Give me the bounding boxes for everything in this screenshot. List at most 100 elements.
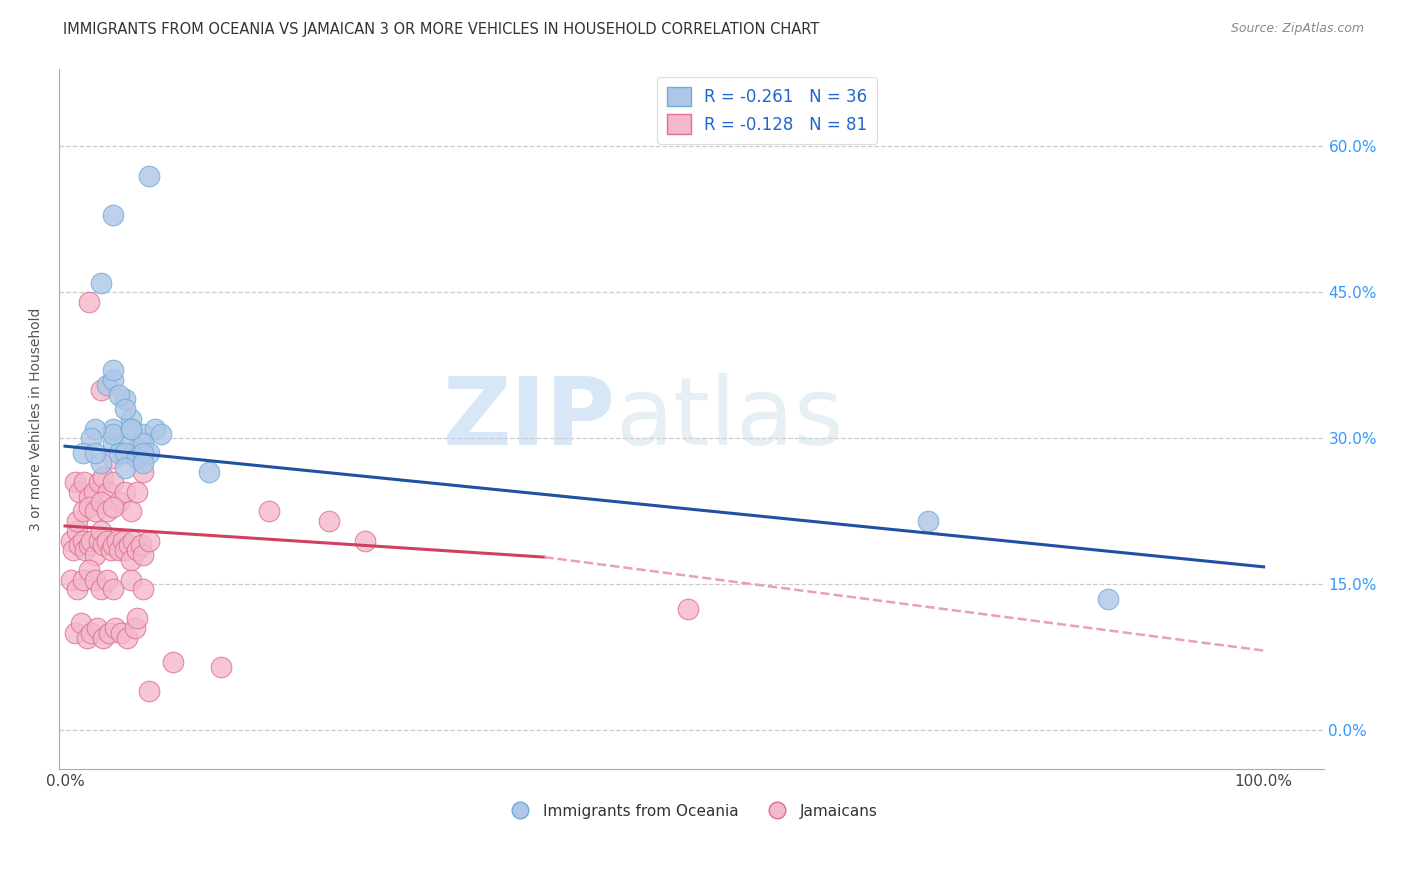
Point: [62, 543, 84, 558]
Point: [138, 684, 160, 698]
Point: [108, 446, 131, 460]
Point: [83, 484, 105, 499]
Point: [77, 563, 100, 577]
Point: [114, 446, 136, 460]
Y-axis label: 3 or more Vehicles in Household: 3 or more Vehicles in Household: [30, 307, 44, 531]
Point: [73, 475, 96, 490]
Point: [80, 533, 103, 548]
Point: [90, 276, 112, 290]
Point: [209, 660, 232, 674]
Point: [72, 504, 94, 518]
Point: [122, 533, 145, 548]
Point: [138, 169, 160, 183]
Point: [101, 422, 124, 436]
Point: [105, 533, 128, 548]
Point: [84, 504, 107, 518]
Text: IMMIGRANTS FROM OCEANIA VS JAMAICAN 3 OR MORE VEHICLES IN HOUSEHOLD CORRELATION : IMMIGRANTS FROM OCEANIA VS JAMAICAN 3 OR…: [63, 22, 820, 37]
Point: [76, 631, 98, 645]
Point: [114, 392, 136, 407]
Point: [120, 553, 142, 567]
Point: [97, 484, 120, 499]
Point: [66, 582, 89, 597]
Point: [1097, 591, 1119, 606]
Point: [69, 616, 91, 631]
Text: atlas: atlas: [616, 373, 844, 465]
Point: [86, 621, 108, 635]
Point: [93, 538, 115, 552]
Point: [66, 514, 89, 528]
Point: [120, 412, 142, 426]
Point: [138, 533, 160, 548]
Point: [257, 504, 280, 518]
Point: [132, 436, 155, 450]
Point: [114, 460, 136, 475]
Point: [96, 504, 118, 518]
Point: [125, 484, 148, 499]
Point: [84, 446, 107, 460]
Point: [101, 207, 124, 221]
Point: [353, 533, 375, 548]
Point: [77, 490, 100, 504]
Point: [114, 446, 136, 460]
Point: [75, 543, 97, 558]
Point: [96, 533, 118, 548]
Point: [63, 475, 86, 490]
Point: [72, 573, 94, 587]
Point: [120, 422, 142, 436]
Point: [90, 383, 112, 397]
Point: [84, 422, 107, 436]
Point: [143, 422, 166, 436]
Point: [111, 533, 134, 548]
Point: [101, 475, 124, 490]
Text: ZIP: ZIP: [443, 373, 616, 465]
Point: [72, 533, 94, 548]
Point: [132, 446, 155, 460]
Point: [101, 500, 124, 514]
Point: [100, 543, 122, 558]
Point: [87, 533, 110, 548]
Point: [114, 543, 136, 558]
Point: [108, 387, 131, 401]
Point: [101, 582, 124, 597]
Point: [104, 621, 127, 635]
Point: [162, 655, 184, 669]
Point: [87, 475, 110, 490]
Point: [96, 377, 118, 392]
Point: [678, 601, 700, 615]
Point: [114, 436, 136, 450]
Point: [90, 582, 112, 597]
Point: [67, 484, 90, 499]
Legend: Immigrants from Oceania, Jamaicans: Immigrants from Oceania, Jamaicans: [499, 797, 884, 825]
Point: [60, 573, 83, 587]
Point: [125, 450, 148, 465]
Point: [90, 524, 112, 538]
Point: [90, 494, 112, 508]
Point: [60, 533, 83, 548]
Point: [101, 450, 124, 465]
Point: [80, 431, 103, 445]
Point: [77, 295, 100, 310]
Point: [132, 426, 155, 441]
Point: [132, 548, 155, 562]
Point: [108, 494, 131, 508]
Point: [125, 441, 148, 455]
Point: [63, 626, 86, 640]
Point: [132, 456, 155, 470]
Point: [149, 426, 172, 441]
Point: [138, 446, 160, 460]
Point: [84, 548, 107, 562]
Point: [129, 538, 152, 552]
Point: [124, 621, 146, 635]
Point: [93, 470, 115, 484]
Point: [125, 611, 148, 625]
Point: [132, 466, 155, 480]
Point: [77, 500, 100, 514]
Point: [117, 538, 139, 552]
Point: [66, 524, 89, 538]
Text: Source: ZipAtlas.com: Source: ZipAtlas.com: [1230, 22, 1364, 36]
Point: [108, 543, 131, 558]
Point: [120, 573, 142, 587]
Point: [120, 422, 142, 436]
Point: [132, 582, 155, 597]
Point: [917, 514, 939, 528]
